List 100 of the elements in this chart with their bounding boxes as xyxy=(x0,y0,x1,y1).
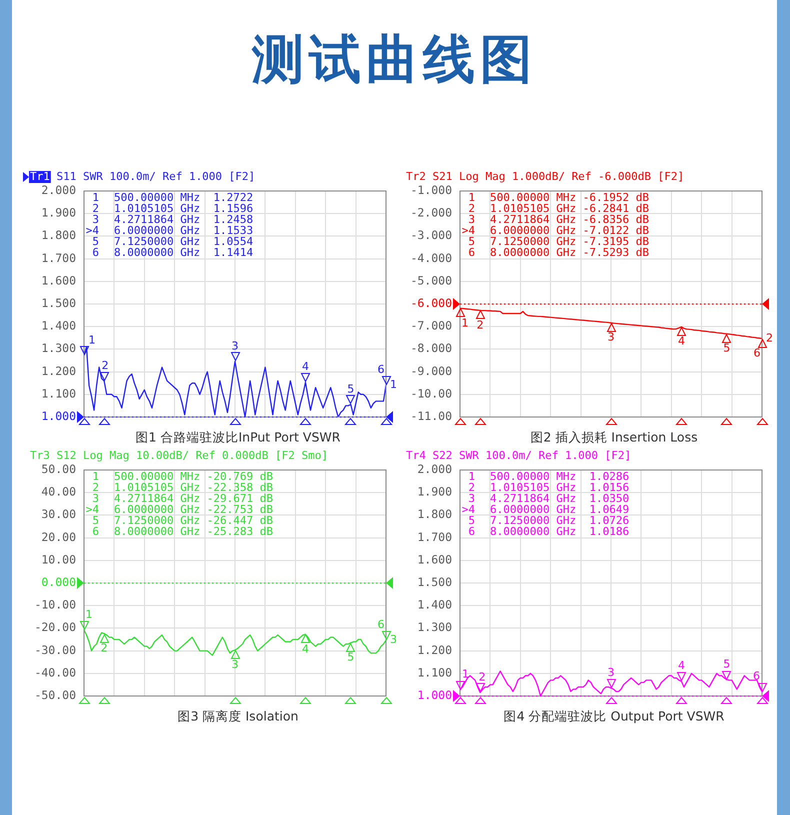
y-tick-label: 20.00 xyxy=(41,530,76,544)
annotation: 2 xyxy=(478,670,486,684)
annotation: 5 xyxy=(723,342,730,355)
annotation: 3 xyxy=(608,666,614,679)
y-tick-label: 1.100 xyxy=(417,665,452,680)
y-tick-label: 50.00 xyxy=(41,462,76,476)
y-tick-label: 1.400 xyxy=(417,598,452,612)
text: 图1 合路端驻波比InPut Port VSWR xyxy=(136,429,341,444)
annotation: 4 xyxy=(678,334,685,348)
annotation: 5 xyxy=(723,657,730,670)
y-tick-label: -10.00 xyxy=(410,386,452,400)
y-tick-label: -7.000 xyxy=(410,318,452,333)
annotation: 1 xyxy=(86,608,92,621)
y-tick-label: 1.300 xyxy=(41,341,76,356)
y-tick-label: -10.00 xyxy=(34,598,76,612)
text: 3 4.2711864 GHz -6.8356 dB xyxy=(468,212,649,226)
y-tick-label: 0.000 xyxy=(41,574,76,589)
text: 5 7.1250000 GHz -26.447 dB xyxy=(92,514,273,527)
y-tick-label: 1.100 xyxy=(41,386,76,400)
text: 5 7.1250000 GHz 1.0554 xyxy=(92,234,254,248)
y-tick-label: -2.000 xyxy=(410,206,452,220)
text: 图2 插入损耗 Insertion Loss xyxy=(530,429,698,444)
y-tick-label: 1.900 xyxy=(41,206,76,220)
y-tick-label: 30.00 xyxy=(41,507,76,522)
y-tick-label: 1.700 xyxy=(41,250,76,265)
y-tick-label: 1.800 xyxy=(417,507,452,522)
chart-subtitle: Tr3 S12 Log Mag 10.00dB/ Ref 0.000dB [F2 Smo] xyxy=(30,448,328,462)
text: 6 8.0000000 GHz -7.5293 dB xyxy=(468,246,649,259)
legend-label: 3 xyxy=(390,633,397,646)
chart-subtitle: Tr2 S21 Log Mag 1.000dB/ Ref -6.000dB [F2] xyxy=(406,170,684,183)
y-tick-label: -20.00 xyxy=(34,620,76,634)
annotation: 6 xyxy=(753,670,760,683)
chart-subtitle: Tr1 S11 SWR 100.0m/ Ref 1.000 [F2] xyxy=(30,170,256,183)
y-tick-label: 1.000 xyxy=(417,688,452,702)
text: >4 6.0000000 GHz -7.0122 dB xyxy=(462,224,649,237)
text: 1 500.00000 MHz 1.0286 xyxy=(468,470,630,483)
annotation: 5 xyxy=(347,382,354,396)
annotation: 3 xyxy=(232,658,238,671)
annotation: 3 xyxy=(608,330,614,344)
y-tick-label: 1.200 xyxy=(41,364,76,378)
text: 6 8.0000000 GHz 1.1414 xyxy=(92,246,254,259)
text: 5 7.1250000 GHz 1.0726 xyxy=(468,514,630,527)
text: 1 500.00000 MHz -6.1952 dB xyxy=(468,190,649,204)
annotation: 1 xyxy=(462,316,468,330)
text: 1 500.00000 MHz 1.2722 xyxy=(92,190,254,204)
y-tick-label: 2.000 xyxy=(417,462,452,476)
y-tick-label: 1.700 xyxy=(417,530,452,544)
y-tick-label: 1.300 xyxy=(417,620,452,634)
text: 3 4.2711864 GHz -29.671 dB xyxy=(92,492,273,505)
annotation: 4 xyxy=(302,642,309,656)
y-tick-label: -3.000 xyxy=(410,228,452,242)
text: >4 6.0000000 GHz 1.0649 xyxy=(462,502,630,516)
y-tick-label: 10.00 xyxy=(41,552,76,566)
text: 测试曲线图 xyxy=(250,29,538,92)
chart-subtitle: Tr4 S22 SWR 100.0m/ Ref 1.000 [F2] xyxy=(406,448,632,462)
y-tick-label: -11.00 xyxy=(410,408,452,423)
y-tick-label: 1.800 xyxy=(41,228,76,242)
text: 图3 隔离度 Isolation xyxy=(178,708,298,724)
text: 2 1.0105105 GHz 1.1596 xyxy=(92,202,254,215)
text: 6 8.0000000 GHz 1.0186 xyxy=(468,524,630,538)
y-tick-label: 1.500 xyxy=(417,574,452,589)
y-tick-label: 2.000 xyxy=(41,182,76,197)
legend-label: 2 xyxy=(766,331,773,344)
annotation: 5 xyxy=(347,650,354,664)
text: 1 500.00000 MHz -20.769 dB xyxy=(92,470,273,483)
y-tick-label: -4.000 xyxy=(410,250,452,265)
y-tick-label: 1.500 xyxy=(41,296,76,310)
annotation: 2 xyxy=(476,318,484,332)
y-tick-label: 1.600 xyxy=(41,273,76,288)
y-tick-label: 1.900 xyxy=(417,484,452,499)
text: 2 1.0105105 GHz 1.0156 xyxy=(468,480,630,494)
text: 5 7.1250000 GHz -7.3195 dB xyxy=(468,234,649,248)
y-tick-label: 1.200 xyxy=(417,642,452,657)
text: 图4 分配端驻波比 Output Port VSWR xyxy=(504,708,725,724)
annotation: 6 xyxy=(378,362,384,376)
annotation: 6 xyxy=(754,346,760,360)
y-tick-label: 40.00 xyxy=(41,484,76,499)
y-tick-label: -50.00 xyxy=(34,688,76,702)
annotation: 4 xyxy=(678,659,685,672)
y-tick-label: 1.600 xyxy=(417,552,452,566)
y-tick-label: -5.000 xyxy=(410,273,452,288)
text: >4 6.0000000 GHz -22.753 dB xyxy=(86,502,273,516)
annotation: 4 xyxy=(302,360,309,374)
text: 3 4.2711864 GHz 1.0350 xyxy=(468,492,630,505)
text: 2 1.0105105 GHz -22.358 dB xyxy=(92,480,273,494)
annotation: 3 xyxy=(232,339,238,352)
text: >4 6.0000000 GHz 1.1533 xyxy=(86,224,254,237)
annotation: 2 xyxy=(100,641,108,654)
y-tick-label: -8.000 xyxy=(410,341,452,356)
legend-label: 1 xyxy=(390,378,397,391)
y-tick-label: -9.000 xyxy=(410,364,452,378)
text: 3 4.2711864 GHz 1.2458 xyxy=(92,212,254,226)
annotation: 2 xyxy=(102,358,109,372)
annotation: 1 xyxy=(88,333,96,346)
y-tick-label: 1.000 xyxy=(41,408,76,423)
annotation: 6 xyxy=(378,618,384,631)
y-tick-label: 1.400 xyxy=(41,318,76,333)
y-tick-label: -1.000 xyxy=(410,182,452,197)
y-tick-label: -40.00 xyxy=(34,665,76,680)
text: 2 1.0105105 GHz -6.2841 dB xyxy=(468,202,649,215)
